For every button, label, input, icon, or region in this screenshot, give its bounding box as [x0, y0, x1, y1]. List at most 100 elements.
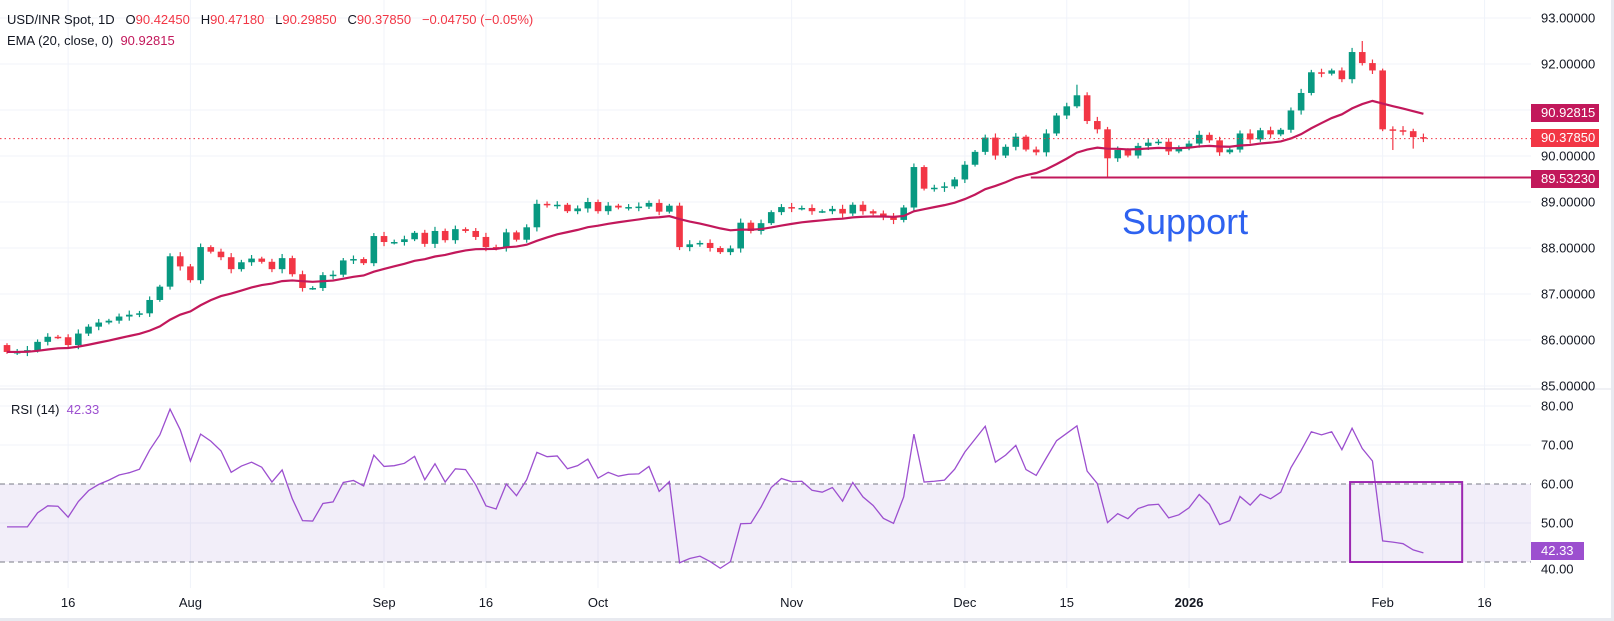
candle[interactable] [808, 204, 816, 215]
candle[interactable] [136, 310, 143, 318]
candle[interactable] [472, 227, 480, 240]
candle[interactable] [227, 253, 235, 274]
candle[interactable] [1348, 47, 1356, 84]
candle[interactable] [737, 218, 744, 253]
candle[interactable] [869, 209, 877, 216]
candle[interactable] [187, 263, 194, 283]
candle[interactable] [350, 255, 357, 264]
candle[interactable] [1195, 130, 1203, 148]
candle[interactable] [920, 165, 928, 191]
candle[interactable] [207, 245, 215, 254]
candle[interactable] [615, 203, 622, 210]
candle[interactable] [54, 334, 62, 340]
candle[interactable] [1134, 142, 1142, 159]
candle[interactable] [513, 230, 520, 242]
candle[interactable] [1032, 146, 1040, 156]
candle[interactable] [380, 231, 388, 247]
candle[interactable] [778, 204, 785, 216]
candle[interactable] [1104, 126, 1111, 178]
candle[interactable] [818, 209, 826, 214]
candle[interactable] [1308, 69, 1315, 96]
candle[interactable] [767, 210, 775, 225]
candle[interactable] [829, 205, 836, 215]
candle[interactable] [717, 246, 724, 254]
candle[interactable] [1358, 41, 1366, 66]
candle[interactable] [248, 255, 255, 266]
candle[interactable] [941, 182, 948, 192]
candle[interactable] [696, 240, 704, 247]
candle[interactable] [441, 228, 449, 243]
candle[interactable] [176, 252, 184, 271]
candle[interactable] [1155, 139, 1162, 146]
candle[interactable] [1043, 129, 1050, 157]
ema-legend[interactable]: EMA (20, close, 0) 90.92815 [7, 33, 175, 48]
candle[interactable] [574, 205, 581, 215]
candle[interactable] [594, 199, 602, 214]
candle[interactable] [981, 134, 989, 155]
candle[interactable] [1012, 133, 1020, 151]
candle[interactable] [1420, 133, 1427, 143]
candle[interactable] [125, 310, 133, 321]
candle[interactable] [523, 224, 530, 243]
candle[interactable] [1165, 138, 1172, 155]
candle[interactable] [655, 199, 663, 216]
candle[interactable] [431, 226, 439, 248]
candle[interactable] [798, 205, 806, 211]
candle[interactable] [44, 333, 52, 346]
candle[interactable] [584, 197, 592, 213]
candle[interactable] [85, 324, 92, 336]
candle[interactable] [635, 202, 643, 212]
candle[interactable] [880, 210, 887, 221]
candle[interactable] [1257, 127, 1264, 142]
candle[interactable] [890, 213, 897, 225]
candle[interactable] [961, 161, 969, 184]
candle[interactable] [217, 248, 225, 261]
candle[interactable] [625, 204, 632, 211]
support-annotation[interactable]: Support [1122, 201, 1249, 242]
candle[interactable] [1318, 68, 1325, 78]
candle[interactable] [339, 258, 347, 278]
candle[interactable] [1002, 144, 1009, 158]
candle[interactable] [258, 256, 266, 264]
candle[interactable] [197, 243, 204, 284]
candle[interactable] [421, 229, 429, 247]
candle[interactable] [238, 259, 245, 272]
candle[interactable] [706, 239, 714, 252]
candle[interactable] [390, 239, 398, 245]
candle[interactable] [411, 230, 418, 242]
candle[interactable] [370, 233, 378, 267]
candle[interactable] [900, 205, 908, 223]
candle[interactable] [1267, 126, 1274, 138]
candle[interactable] [278, 253, 286, 274]
candle[interactable] [1175, 145, 1183, 154]
candle[interactable] [676, 202, 683, 251]
candle[interactable] [1022, 134, 1030, 152]
candle[interactable] [564, 202, 571, 214]
candle[interactable] [757, 219, 765, 235]
candle[interactable] [1053, 113, 1060, 136]
candle[interactable] [992, 133, 999, 160]
candle[interactable] [1389, 126, 1397, 151]
candle[interactable] [1063, 102, 1071, 120]
candle[interactable] [1328, 68, 1335, 76]
candle[interactable] [666, 203, 673, 214]
candle[interactable] [1246, 129, 1254, 144]
candle[interactable] [64, 334, 72, 349]
candle[interactable] [849, 202, 857, 216]
candle[interactable] [543, 201, 551, 208]
candle[interactable] [859, 201, 867, 215]
candle[interactable] [1338, 67, 1346, 83]
candle[interactable] [95, 318, 103, 331]
candle[interactable] [1369, 59, 1376, 75]
candle[interactable] [1073, 84, 1081, 109]
candle[interactable] [166, 253, 174, 290]
candle[interactable] [533, 199, 541, 232]
candle[interactable] [930, 184, 938, 192]
candle[interactable] [1236, 130, 1244, 153]
candle[interactable] [788, 202, 795, 213]
candle[interactable] [329, 270, 337, 280]
candle[interactable] [1094, 116, 1101, 134]
candle[interactable] [1083, 92, 1091, 125]
candle[interactable] [747, 220, 755, 234]
